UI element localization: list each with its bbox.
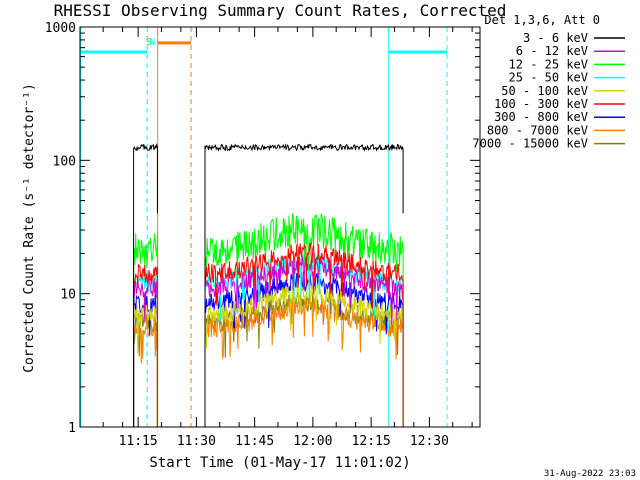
y-tick-label-1000: 1000	[45, 21, 76, 36]
x-tick-label-11:45: 11:45	[235, 434, 274, 449]
legend-label-8: 7000 - 15000 keV	[472, 137, 588, 151]
y-axis-label: Corrected Count Rate (s⁻¹ detector⁻¹)	[22, 83, 37, 373]
series-100-300-segment-0	[133, 264, 158, 427]
series-6-12-segment-1	[204, 256, 404, 427]
flag-mark-s: S	[146, 37, 152, 48]
plot-area	[80, 27, 480, 427]
series-layer	[133, 142, 404, 427]
x-tick-label-11:15: 11:15	[119, 434, 158, 449]
series-3-6-segment-1	[204, 143, 404, 427]
x-axis-label: Start Time (01-May-17 11:01:02)	[149, 455, 410, 471]
x-tick-label-11:30: 11:30	[177, 434, 216, 449]
footer-timestamp: 31-Aug-2022 23:03	[544, 469, 636, 479]
legend-label-3: 25 - 50 keV	[509, 71, 588, 85]
legend-label-5: 100 - 300 keV	[494, 97, 588, 111]
series-100-300-segment-1	[204, 242, 404, 427]
x-tick-label-12:15: 12:15	[352, 434, 391, 449]
legend-label-4: 50 - 100 keV	[501, 84, 588, 98]
flag-mark-n: N	[149, 37, 155, 48]
series-12-25-segment-0	[133, 233, 158, 427]
series-6-12-segment-0	[133, 276, 158, 427]
x-tick-label-12:00: 12:00	[293, 434, 332, 449]
y-tick-label-1: 1	[68, 421, 76, 436]
series-12-25-segment-1	[204, 212, 404, 427]
flag-layer: SN	[80, 27, 448, 427]
legend-label-2: 12 - 25 keV	[509, 57, 588, 71]
plot-frame	[79, 26, 481, 428]
legend-label-7: 800 - 7000 keV	[487, 123, 588, 137]
axes-frame: 1 10 100 1000 11:15 11:30 11:45 12:00 12:15 12:30	[45, 21, 481, 449]
legend-label-0: 3 - 6 keV	[523, 31, 588, 45]
series-50-100-segment-0	[133, 304, 158, 427]
series-3-6-segment-0	[133, 142, 158, 427]
chart-title: RHESSI Observing Summary Count Rates, Co…	[54, 1, 507, 20]
y-tick-label-100: 100	[53, 154, 76, 169]
y-tick-label-10: 10	[60, 288, 76, 303]
legend-label-6: 300 - 800 keV	[494, 110, 588, 124]
x-tick-label-12:30: 12:30	[410, 434, 449, 449]
series-800-7000-segment-1	[204, 295, 404, 427]
legend-label-1: 6 - 12 keV	[516, 44, 588, 58]
legend-header: Det 1,3,6, Att 0	[484, 13, 600, 27]
